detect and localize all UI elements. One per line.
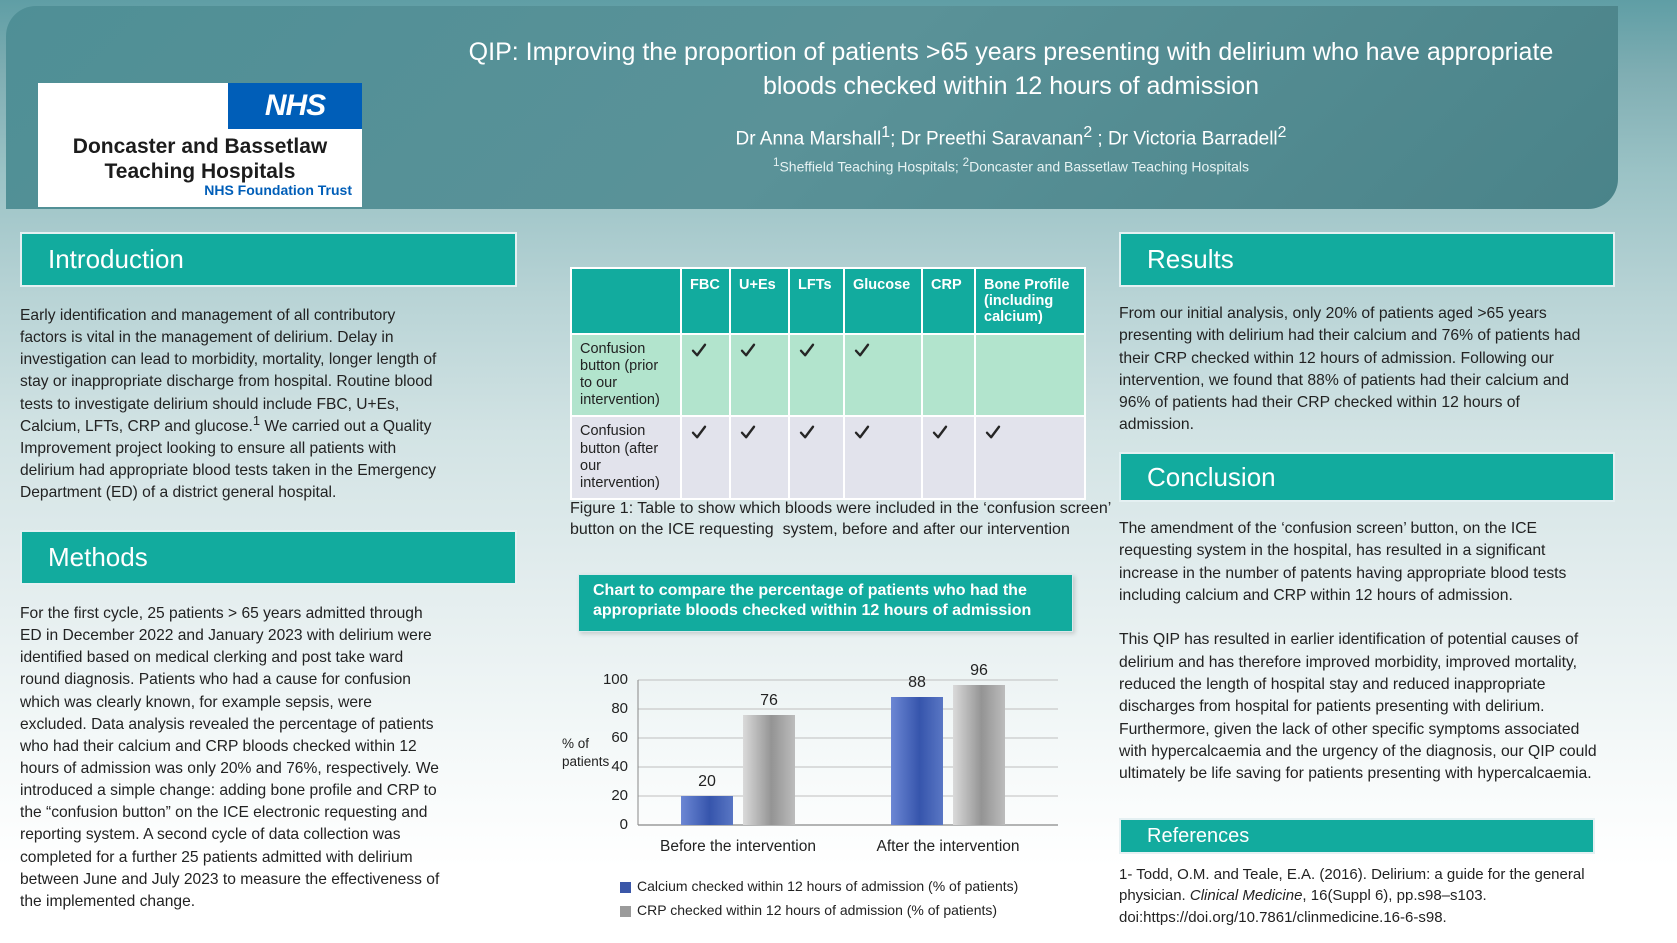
svg-text:80: 80 [611, 700, 628, 717]
svg-text:60: 60 [611, 729, 628, 746]
svg-text:40: 40 [611, 758, 628, 775]
svg-text:88: 88 [908, 674, 926, 691]
svg-text:20: 20 [698, 773, 716, 790]
svg-text:76: 76 [760, 692, 778, 709]
svg-text:Before the intervention: Before the intervention [660, 838, 816, 855]
svg-text:20: 20 [611, 787, 628, 804]
svg-text:After the intervention: After the intervention [876, 838, 1019, 855]
svg-text:0: 0 [620, 816, 628, 833]
svg-text:96: 96 [970, 662, 988, 679]
svg-text:100: 100 [603, 671, 628, 688]
